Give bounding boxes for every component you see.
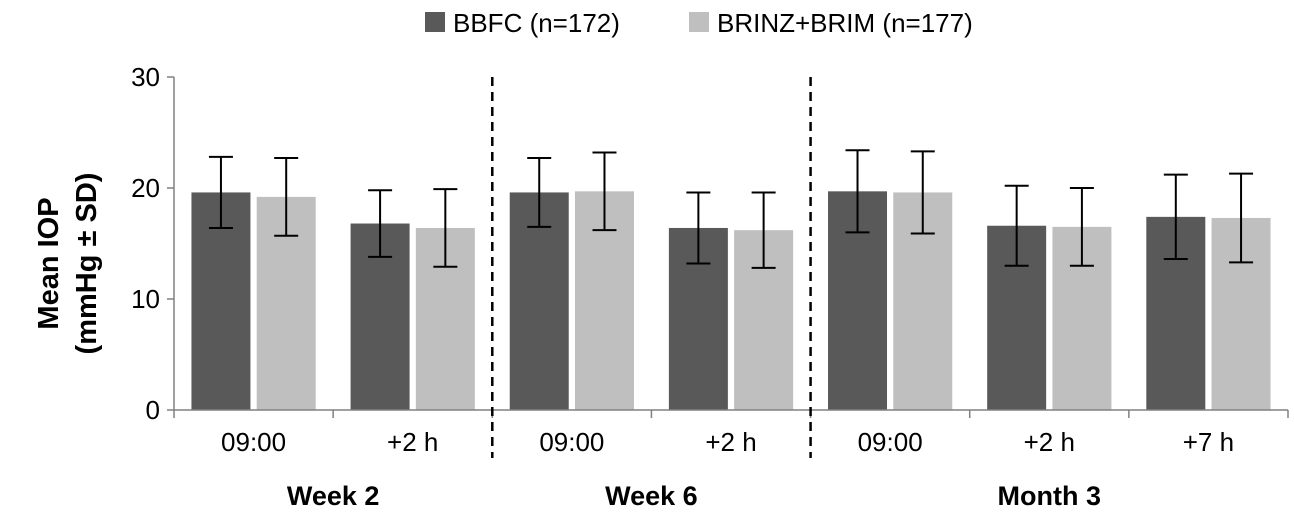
y-tick-label: 10 — [131, 284, 160, 314]
x-tick-label: +2 h — [705, 427, 756, 457]
group-labels: Week 2 Week 6 Month 3 — [287, 481, 1101, 511]
y-axis-title-line: Mean IOP — [33, 197, 65, 329]
x-tick-label: +2 h — [1024, 427, 1075, 457]
bar — [509, 192, 569, 410]
legend: BBFC (n=172) BRINZ+BRIM (n=177) — [425, 8, 973, 38]
legend-label: BRINZ+BRIM (n=177) — [717, 8, 973, 38]
x-tick-label: +2 h — [387, 427, 438, 457]
bars — [191, 191, 1271, 410]
x-tick-label: 09:00 — [221, 427, 286, 457]
y-axis: 0 10 20 30 — [131, 62, 175, 425]
group-separators — [491, 77, 812, 458]
group-label: Week 2 — [287, 481, 380, 511]
legend-label: BBFC (n=172) — [453, 8, 620, 38]
legend-swatch — [689, 12, 709, 32]
group-label: Month 3 — [998, 481, 1101, 511]
y-axis-title-line: (mmHg ± SD) — [71, 173, 103, 355]
x-tick-label: 09:00 — [539, 427, 604, 457]
x-tick-label: 09:00 — [858, 427, 923, 457]
x-tick-label: +7 h — [1183, 427, 1234, 457]
error-bars — [208, 149, 1254, 269]
group-label: Week 6 — [605, 481, 698, 511]
y-tick-label: 30 — [131, 62, 160, 92]
y-tick-label: 20 — [131, 173, 160, 203]
x-axis: 09:00 +2 h 09:00 +2 h 09:00 +2 h +7 h — [173, 409, 1289, 457]
legend-swatch — [425, 12, 445, 32]
y-axis-title: Mean IOP (mmHg ± SD) — [33, 173, 103, 355]
y-tick-label: 0 — [146, 395, 160, 425]
